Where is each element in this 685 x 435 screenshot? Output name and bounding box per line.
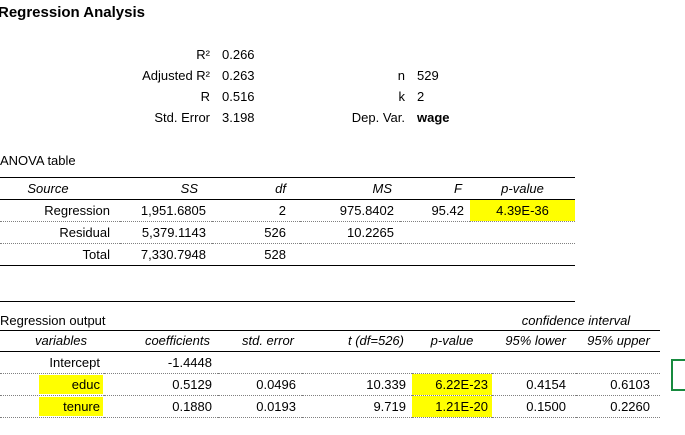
table-cell[interactable]: 95.42 xyxy=(400,199,470,222)
regression-row-educ: educ 0.5129 0.0496 10.339 6.22E-23 0.415… xyxy=(0,373,660,396)
table-cell[interactable]: 526 xyxy=(212,221,300,244)
table-cell[interactable] xyxy=(470,243,575,266)
column-header[interactable]: 95% upper xyxy=(576,330,660,352)
stat-value[interactable]: 0.263 xyxy=(222,68,255,83)
table-cell[interactable] xyxy=(492,351,576,374)
anova-header-row: Source SS df MS F p-value xyxy=(0,177,575,200)
anova-section-label[interactable]: ANOVA table xyxy=(0,153,76,168)
stat-value[interactable]: 2 xyxy=(417,89,425,104)
table-cell[interactable]: 0.1500 xyxy=(492,395,576,418)
variable-cell[interactable]: Intercept xyxy=(0,351,104,374)
table-cell[interactable]: 1,951.6805 xyxy=(120,199,212,222)
table-cell[interactable] xyxy=(576,351,660,374)
variable-label: Intercept xyxy=(49,354,100,370)
report-title[interactable]: Regression Analysis xyxy=(0,4,146,21)
table-cell[interactable]: 975.8402 xyxy=(300,199,400,222)
anova-row-regression: Regression 1,951.6805 2 975.8402 95.42 4… xyxy=(0,199,575,222)
stat-label[interactable]: Dep. Var. xyxy=(351,110,405,125)
stat-label[interactable]: Std. Error xyxy=(154,110,210,125)
table-cell[interactable]: 0.0193 xyxy=(218,395,302,418)
regression-output-table: variables coefficients std. error t (df=… xyxy=(0,330,660,418)
table-cell[interactable]: 7,330.7948 xyxy=(120,243,212,266)
stat-label[interactable]: R xyxy=(200,89,210,104)
stat-label[interactable]: k xyxy=(398,89,406,104)
table-cell[interactable] xyxy=(412,351,492,374)
table-cell[interactable]: 0.0496 xyxy=(218,373,302,396)
table-cell[interactable] xyxy=(302,351,412,374)
variable-cell[interactable]: tenure xyxy=(0,395,104,418)
column-header[interactable]: t (df=526) xyxy=(302,330,412,352)
column-header[interactable]: variables xyxy=(0,330,104,352)
table-cell[interactable]: 9.719 xyxy=(302,395,412,418)
table-cell[interactable] xyxy=(400,243,470,266)
stat-value[interactable]: 529 xyxy=(417,68,439,83)
table-cell[interactable]: Residual xyxy=(0,221,120,244)
highlighted-pvalue-cell[interactable]: 1.21E-20 xyxy=(412,395,492,418)
empty-row xyxy=(0,265,575,302)
anova-table: Source SS df MS F p-value Regression 1,9… xyxy=(0,177,575,302)
table-cell[interactable]: 0.2260 xyxy=(576,395,660,418)
stat-label[interactable]: R² xyxy=(196,47,210,62)
anova-row-total: Total 7,330.7948 528 xyxy=(0,243,575,266)
highlighted-variable-label: educ xyxy=(39,374,103,394)
table-cell[interactable] xyxy=(400,221,470,244)
column-header[interactable]: p-value xyxy=(470,177,575,200)
table-cell[interactable]: 5,379.1143 xyxy=(120,221,212,244)
column-header[interactable]: SS xyxy=(120,177,212,200)
stat-value[interactable]: 0.266 xyxy=(222,47,255,62)
table-cell[interactable]: Total xyxy=(0,243,120,266)
stat-label[interactable]: n xyxy=(397,68,405,83)
highlighted-pvalue-cell[interactable]: 4.39E-36 xyxy=(470,199,575,222)
stat-value[interactable] xyxy=(405,44,495,65)
table-cell[interactable]: 0.4154 xyxy=(492,373,576,396)
regression-row-intercept: Intercept -1.4448 xyxy=(0,351,660,374)
table-cell[interactable] xyxy=(218,351,302,374)
table-cell[interactable] xyxy=(300,243,400,266)
variable-cell[interactable]: educ xyxy=(0,373,104,396)
dependent-variable-value[interactable]: wage xyxy=(417,110,450,125)
anova-row-residual: Residual 5,379.1143 526 10.2265 xyxy=(0,221,575,244)
table-cell[interactable]: -1.4448 xyxy=(104,351,218,374)
table-cell[interactable]: 0.1880 xyxy=(104,395,218,418)
table-cell[interactable]: 0.6103 xyxy=(576,373,660,396)
column-header[interactable]: p-value xyxy=(412,330,492,352)
table-cell[interactable]: 10.339 xyxy=(302,373,412,396)
column-header[interactable]: Source xyxy=(0,177,120,200)
column-header[interactable]: MS xyxy=(300,177,400,200)
column-header[interactable]: coefficients xyxy=(104,330,218,352)
table-cell[interactable]: 2 xyxy=(212,199,300,222)
column-header[interactable]: F xyxy=(400,177,470,200)
regression-row-tenure: tenure 0.1880 0.0193 9.719 1.21E-20 0.15… xyxy=(0,395,660,418)
stat-label[interactable]: Adjusted R² xyxy=(142,68,210,83)
table-cell[interactable]: 10.2265 xyxy=(300,221,400,244)
stat-value[interactable]: 0.516 xyxy=(222,89,255,104)
confidence-interval-label[interactable]: confidence interval xyxy=(521,313,631,328)
table-cell[interactable]: Regression xyxy=(0,199,120,222)
regression-header-row: variables coefficients std. error t (df=… xyxy=(0,330,660,352)
summary-stats: R² 0.266 Adjusted R² 0.263 n 529 R 0.516… xyxy=(0,44,495,128)
column-header[interactable]: df xyxy=(212,177,300,200)
table-cell[interactable]: 528 xyxy=(212,243,300,266)
anova-table-footer-rule xyxy=(0,265,575,302)
highlighted-variable-label: tenure xyxy=(39,396,103,416)
stat-label[interactable] xyxy=(310,44,405,65)
table-cell[interactable]: 0.5129 xyxy=(104,373,218,396)
regression-output-header: Regression output confidence interval xyxy=(0,311,660,331)
regression-section-label[interactable]: Regression output xyxy=(0,313,106,328)
cell-selection-border xyxy=(671,359,685,391)
column-header[interactable]: std. error xyxy=(218,330,302,352)
table-cell[interactable] xyxy=(470,221,575,244)
stat-value[interactable]: 3.198 xyxy=(222,110,255,125)
highlighted-pvalue-cell[interactable]: 6.22E-23 xyxy=(412,373,492,396)
column-header[interactable]: 95% lower xyxy=(492,330,576,352)
